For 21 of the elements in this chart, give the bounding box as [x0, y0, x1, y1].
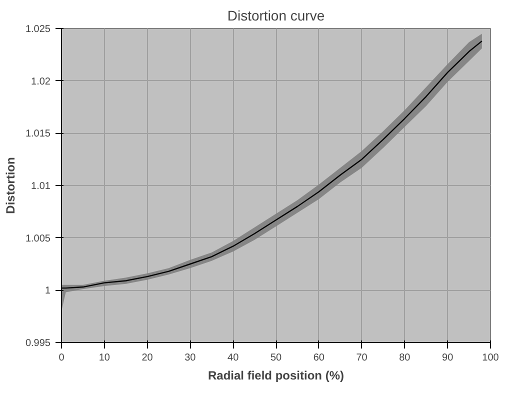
y-tick-label: 1.02 [31, 76, 51, 88]
x-tick-label: 90 [442, 352, 454, 364]
chart-title: Distortion curve [227, 8, 325, 24]
x-tick-label: 100 [482, 352, 500, 364]
x-tick-label: 20 [142, 352, 154, 364]
y-axis-title: Distortion [3, 157, 18, 214]
x-tick-label: 80 [399, 352, 411, 364]
x-axis-title: Radial field position (%) [208, 368, 344, 382]
x-tick-label: 0 [58, 352, 65, 364]
y-tick-label: 0.995 [25, 338, 51, 349]
y-tick-label: 1.015 [25, 128, 51, 140]
y-tick-label: 1.005 [25, 233, 51, 244]
y-tick-label: 1.025 [25, 24, 51, 35]
x-tick-label: 70 [356, 352, 368, 364]
x-tick-label: 10 [98, 352, 110, 364]
x-tick-label: 40 [228, 352, 240, 364]
x-tick-label: 30 [184, 352, 196, 364]
x-tick-label: 60 [313, 352, 325, 364]
x-tick-label: 50 [270, 352, 282, 364]
y-tick-label: 1.01 [31, 181, 51, 192]
y-tick-label: 1 [44, 286, 51, 297]
